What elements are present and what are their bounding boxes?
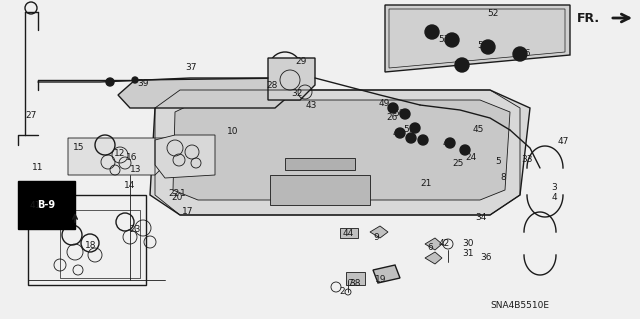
Text: 54: 54 (477, 41, 489, 50)
Polygon shape (346, 272, 365, 285)
Text: 4: 4 (551, 192, 557, 202)
Text: 45: 45 (472, 124, 484, 133)
Circle shape (406, 133, 416, 143)
Polygon shape (285, 158, 355, 170)
Polygon shape (155, 135, 215, 178)
Polygon shape (150, 90, 530, 215)
Text: 1: 1 (180, 189, 186, 197)
Text: 2: 2 (339, 286, 345, 295)
Bar (28, 195, 146, 285)
Polygon shape (373, 265, 400, 283)
Text: 42: 42 (438, 239, 450, 248)
Text: 49: 49 (378, 99, 390, 108)
Text: 38: 38 (349, 278, 361, 287)
Polygon shape (68, 138, 170, 175)
Polygon shape (268, 58, 315, 100)
Circle shape (410, 123, 420, 133)
Text: 7: 7 (347, 279, 353, 288)
Text: FR.: FR. (577, 11, 600, 25)
Text: B-9: B-9 (37, 200, 55, 210)
Polygon shape (118, 78, 290, 108)
Circle shape (132, 77, 138, 83)
Text: 20: 20 (172, 192, 182, 202)
Text: 27: 27 (26, 112, 36, 121)
Text: 53: 53 (438, 34, 450, 43)
Circle shape (400, 109, 410, 119)
Text: 46: 46 (392, 130, 404, 138)
Text: 34: 34 (476, 213, 486, 222)
Text: SNA4B5510E: SNA4B5510E (490, 301, 550, 310)
Circle shape (106, 78, 114, 86)
Polygon shape (425, 252, 442, 264)
Text: 43: 43 (305, 101, 317, 110)
Text: 9: 9 (373, 234, 379, 242)
Text: 30: 30 (462, 239, 474, 248)
Text: 17: 17 (182, 207, 194, 217)
Polygon shape (425, 238, 442, 250)
Bar (60, 210, 140, 278)
Text: 10: 10 (227, 127, 239, 136)
Text: 25: 25 (452, 159, 464, 167)
Polygon shape (270, 175, 370, 205)
Text: 56: 56 (519, 48, 531, 57)
Text: 24: 24 (465, 152, 477, 161)
Text: 26: 26 (387, 114, 397, 122)
Text: 6: 6 (427, 243, 433, 253)
Text: 3: 3 (551, 182, 557, 191)
Text: 29: 29 (295, 56, 307, 65)
Text: 36: 36 (480, 253, 492, 262)
Polygon shape (340, 228, 358, 238)
Text: 14: 14 (124, 181, 136, 189)
Text: 44: 44 (342, 229, 354, 239)
Circle shape (445, 33, 459, 47)
Text: 16: 16 (126, 153, 138, 162)
Circle shape (513, 47, 527, 61)
Text: 50: 50 (393, 109, 404, 118)
Text: 5: 5 (495, 158, 501, 167)
Text: 39: 39 (137, 78, 148, 87)
Text: 22: 22 (168, 189, 180, 197)
Text: 12: 12 (115, 149, 125, 158)
Circle shape (481, 40, 495, 54)
Circle shape (425, 25, 439, 39)
Text: 23: 23 (129, 225, 141, 234)
Text: 18: 18 (85, 241, 97, 249)
Text: 37: 37 (185, 63, 196, 72)
Text: 47: 47 (557, 137, 569, 145)
Circle shape (388, 103, 398, 113)
Text: 21: 21 (420, 179, 432, 188)
Circle shape (460, 145, 470, 155)
Text: 8: 8 (500, 173, 506, 182)
Circle shape (445, 138, 455, 148)
Text: 33: 33 (521, 154, 532, 164)
Text: 32: 32 (291, 88, 303, 98)
Polygon shape (173, 100, 510, 200)
Text: 48: 48 (442, 139, 454, 149)
Text: 13: 13 (131, 166, 141, 174)
Text: 51: 51 (403, 125, 415, 135)
Polygon shape (385, 5, 570, 72)
Text: 11: 11 (32, 162, 44, 172)
Text: 31: 31 (462, 249, 474, 257)
Polygon shape (370, 226, 388, 238)
Text: 57: 57 (453, 62, 465, 70)
Text: 19: 19 (375, 276, 387, 285)
Circle shape (455, 58, 469, 72)
Circle shape (418, 135, 428, 145)
Text: 15: 15 (73, 144, 84, 152)
Text: 28: 28 (266, 81, 278, 91)
Circle shape (395, 128, 405, 138)
Text: 55: 55 (425, 28, 436, 38)
Text: 41: 41 (29, 202, 41, 211)
Text: 52: 52 (487, 10, 499, 19)
